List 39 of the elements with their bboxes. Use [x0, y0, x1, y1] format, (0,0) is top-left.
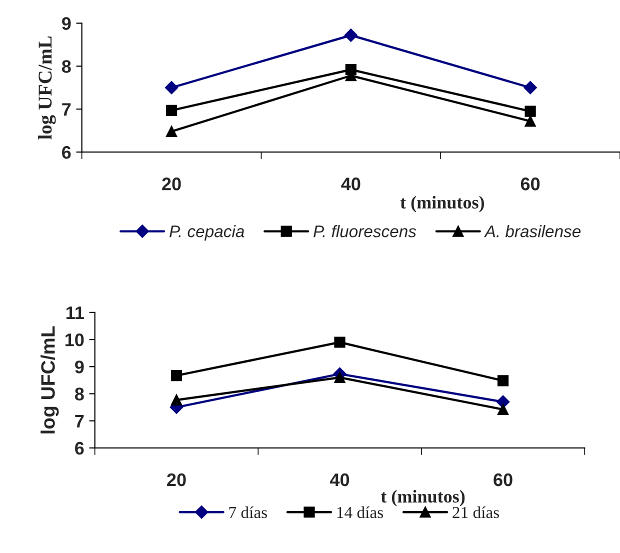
- y-tick-label: 9: [62, 17, 71, 30]
- y-tick-label: 10: [66, 333, 84, 346]
- x-axis-title: t (minutos): [400, 196, 484, 212]
- x-tick-label: 40: [341, 178, 360, 190]
- y-axis-title: log UFC/mL: [40, 326, 59, 434]
- y-tick-label: 7: [62, 103, 71, 116]
- point: [524, 116, 536, 127]
- x-tick-label: 20: [162, 178, 181, 190]
- point: [334, 372, 346, 384]
- legend-label: P. fluorescens: [314, 225, 416, 238]
- point: [170, 370, 182, 382]
- point: [164, 81, 178, 94]
- y-tick-label: 8: [62, 60, 71, 73]
- x-tick-label: 60: [520, 178, 540, 190]
- point: [166, 104, 178, 116]
- y-tick-label: 6: [75, 442, 84, 455]
- point: [524, 81, 537, 94]
- x-tick-label: 40: [330, 473, 350, 486]
- y-tick-label: 9: [75, 360, 84, 374]
- point: [170, 394, 182, 406]
- legend-label: P. cepacia: [170, 225, 244, 241]
- legend-label: A. brasilense: [484, 225, 581, 238]
- legend-label: 7 días: [229, 506, 267, 518]
- y-tick-label: 7: [75, 414, 84, 428]
- x-tick-label: 60: [494, 473, 512, 486]
- legend-label: 14 días: [337, 506, 383, 518]
- y-tick-label: 11: [66, 306, 84, 319]
- point: [524, 106, 536, 117]
- x-tick-label: 20: [167, 473, 186, 486]
- point: [497, 404, 509, 416]
- y-axis-title: log UFC/mL: [38, 36, 56, 140]
- point: [334, 336, 346, 348]
- y-tick-label: 6: [62, 146, 71, 159]
- y-tick-label: 8: [74, 388, 84, 400]
- x-axis-title: t (minutos): [380, 490, 465, 506]
- point: [166, 126, 178, 138]
- point: [497, 375, 509, 386]
- point: [344, 28, 358, 42]
- legend-label: 21 días: [452, 506, 500, 518]
